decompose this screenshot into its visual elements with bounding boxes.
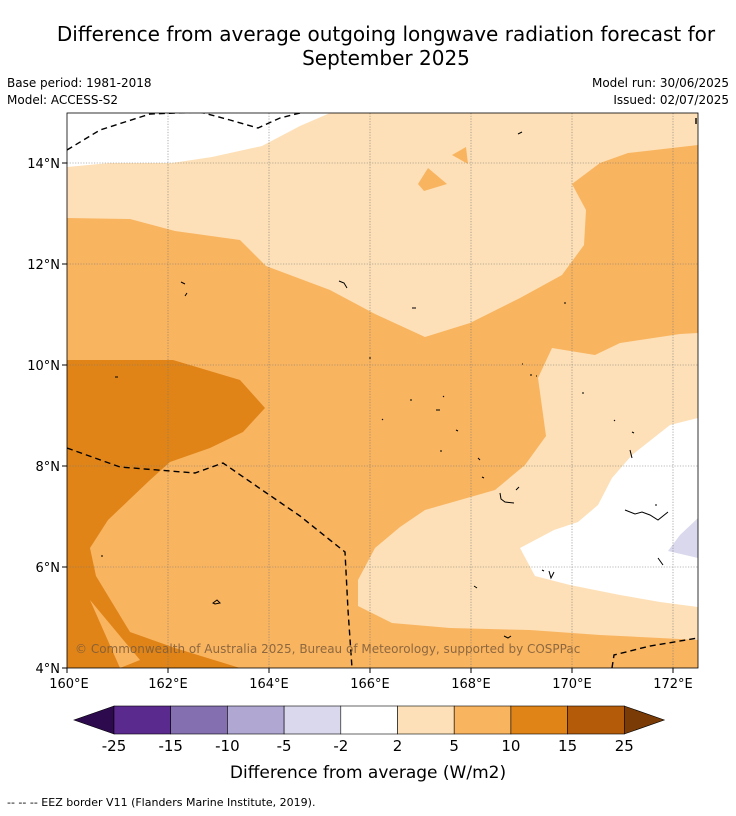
colorbar-extend-high [623,705,666,735]
colorbar-tick-label: 5 [449,737,459,755]
map-frame [66,112,699,669]
colorbar-tick-label: -25 [102,737,127,755]
lon-label-172: 172°E [653,677,693,692]
colorbar-segment [567,705,625,735]
lon-label-162: 162°E [148,677,188,692]
lat-label-10: 10°N [27,359,60,374]
colorbar-tick-label: 25 [615,737,634,755]
colorbar-tick-label: 15 [558,737,577,755]
title-line-1: Difference from average outgoing longwav… [56,22,716,46]
model-name: Model: ACCESS-S2 [7,93,119,107]
colorbar-tick-label: -10 [215,737,240,755]
lon-labels: 160°E 162°E 164°E 166°E 168°E 170°E 172°… [49,668,693,692]
lon-label-166: 166°E [350,677,390,692]
lon-label-168: 168°E [451,677,491,692]
page-title: Difference from average outgoing longwav… [0,22,736,70]
title-line-2: September 2025 [302,46,470,70]
colorbar-segment [340,705,398,735]
lat-label-8: 8°N [36,460,61,475]
colorbar-tick-label: 10 [501,737,520,755]
model-run: Model run: 30/06/2025 [591,76,729,90]
map-plot-area: © Commonwealth of Australia 2025, Bureau… [67,113,698,668]
lat-label-4: 4°N [36,662,61,677]
colorbar-tick-label: 2 [393,737,403,755]
shade-neg-2-5 [668,518,698,558]
colorbar-extend-low [73,705,115,735]
meta-right: Model run: 30/06/2025 Issued: 02/07/2025 [592,75,729,109]
lat-label-14: 14°N [27,157,60,172]
blob-2 [452,147,468,164]
shade-5-10-pocket [90,600,140,668]
colorbar-segment [453,705,512,735]
lat-labels: 14°N 12°N 10°N 8°N 6°N 4°N [27,157,67,677]
lon-label-164: 164°E [249,677,289,692]
issued-date: Issued: 02/07/2025 [613,93,729,107]
colorbar-segment [510,705,568,735]
copyright-text: © Commonwealth of Australia 2025, Bureau… [75,642,580,656]
colorbar-segment [113,705,172,735]
shade-2-5-north [67,113,698,337]
colorbar-segment [397,705,455,735]
eez-borders [67,113,698,668]
colorbar-segment [283,705,342,735]
lat-label-12: 12°N [27,258,60,273]
lat-label-6: 6°N [36,561,61,576]
graticule [67,113,698,668]
lon-label-160: 160°E [49,677,89,692]
colorbar-segment [227,705,285,735]
islands [101,131,669,639]
shade-white-north [67,113,330,167]
colorbar-tick-label: -5 [277,737,292,755]
colorbar-segment [170,705,228,735]
meta-left: Base period: 1981-2018 Model: ACCESS-S2 [7,75,152,109]
colorbar: -25 -15 -10 -5 -2 2 5 10 15 25 [73,705,666,755]
eez-footnote: -- -- -- EEZ border V11 (Flanders Marine… [7,796,316,809]
colorbar-tick-label: -2 [333,737,348,755]
blob-1 [418,168,447,191]
base-period: Base period: 1981-2018 [7,76,152,90]
lon-label-170: 170°E [552,677,592,692]
shade-white-east [520,418,698,607]
colorbar-tick-label: -15 [158,737,183,755]
colorbar-label: Difference from average (W/m2) [230,763,506,783]
shade-10-15-west [67,360,265,668]
